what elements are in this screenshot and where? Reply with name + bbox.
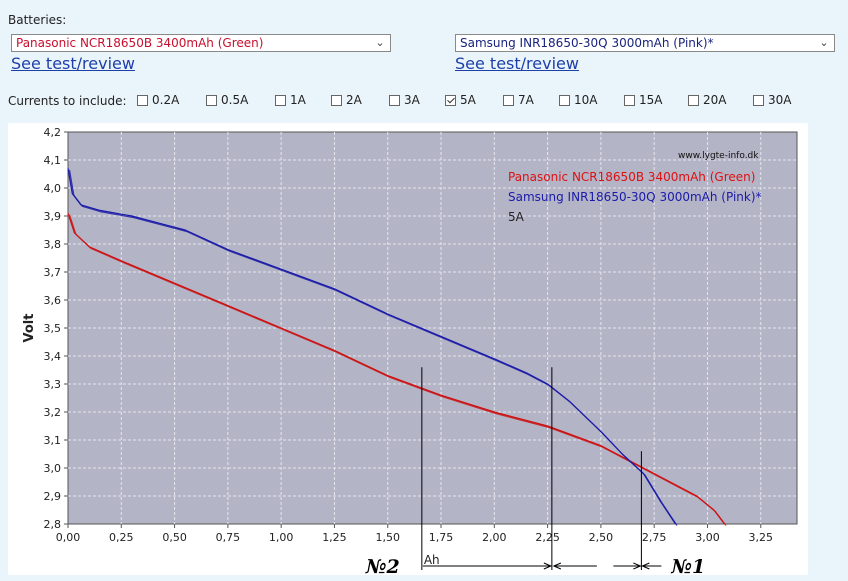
x-tick-label: 2,00: [482, 531, 507, 544]
see-review-link-right[interactable]: See test/review: [455, 54, 579, 73]
y-tick-label: 4,0: [44, 182, 62, 195]
current-label: 7A: [518, 93, 534, 107]
current-label: 0.2A: [152, 93, 180, 107]
current-checkbox-10a[interactable]: 10A: [559, 93, 597, 107]
y-tick-label: 3,9: [44, 210, 62, 223]
chevron-down-icon: ⌄: [375, 36, 385, 49]
current-checkbox-7a[interactable]: 7A: [503, 93, 534, 107]
series-line-0-shadow: [68, 214, 727, 526]
y-tick-label: 4,2: [44, 126, 62, 139]
checkbox-icon[interactable]: [137, 94, 148, 106]
series-line-0: [67, 213, 725, 525]
current-checkbox-3a[interactable]: 3A: [389, 93, 420, 107]
chart-svg: 0,00 0,25 0,50 0,75 1,00 1,25 1,50 1,75 2,00 2,25…: [22, 126, 798, 575]
current-label: 1A: [290, 93, 306, 107]
x-tick-label: 3,25: [749, 531, 774, 544]
currents-label: Currents to include:: [8, 94, 127, 108]
y-tick-label: 3,0: [44, 462, 62, 475]
x-tick-label: 2,25: [535, 531, 560, 544]
battery-left-select[interactable]: Panasonic NCR18650B 3400mAh (Green) ⌄: [11, 34, 391, 52]
x-tick-label: 0,50: [162, 531, 187, 544]
checkbox-icon[interactable]: [503, 94, 514, 106]
current-label: 3A: [404, 93, 420, 107]
annotation-no2: №2: [365, 556, 400, 575]
chevron-down-icon: ⌄: [819, 36, 829, 49]
annotation-no1: №1: [670, 556, 705, 575]
checkbox-icon[interactable]: [389, 94, 400, 106]
checkbox-icon[interactable]: [559, 94, 570, 106]
current-label: 30A: [768, 93, 792, 107]
y-tick-label: 2,9: [44, 490, 62, 503]
series-line-1-shadow: [68, 169, 678, 526]
checkbox-icon[interactable]: [331, 94, 342, 106]
arrow-no2-right-head: [543, 562, 553, 570]
current-label: 10A: [574, 93, 598, 107]
y-tick-label: 3,2: [44, 406, 62, 419]
battery-right-value: Samsung INR18650-30Q 3000mAh (Pink)*: [460, 36, 714, 50]
x-tick-label: 1,25: [322, 531, 347, 544]
x-tick-label: 0,00: [56, 531, 81, 544]
checkbox-checked-icon[interactable]: [445, 94, 456, 106]
y-tick-label: 3,1: [44, 434, 62, 447]
y-tick-label: 3,4: [44, 350, 62, 363]
legend-entry: Samsung INR18650-30Q 3000mAh (Pink)*: [508, 190, 762, 204]
current-checkbox-15a[interactable]: 15A: [624, 93, 662, 107]
y-tick-label: 3,5: [44, 322, 62, 335]
watermark: www.lygte-info.dk: [678, 151, 759, 161]
x-tick-label: 2,50: [589, 531, 614, 544]
x-tick-label: 1,00: [269, 531, 294, 544]
x-tick-label: 0,25: [109, 531, 134, 544]
current-checkbox-1a[interactable]: 1A: [275, 93, 306, 107]
checkbox-icon[interactable]: [275, 94, 286, 106]
y-axis-label: Volt: [22, 314, 37, 343]
battery-right-select[interactable]: Samsung INR18650-30Q 3000mAh (Pink)* ⌄: [455, 34, 835, 52]
y-tick-label: 3,3: [44, 378, 62, 391]
arrow-no2-left-head: [552, 562, 562, 570]
x-tick-label: 0,75: [216, 531, 241, 544]
current-checkbox-0-2a[interactable]: 0.2A: [137, 93, 179, 107]
checkbox-icon[interactable]: [206, 94, 217, 106]
current-label: 5A: [460, 93, 476, 107]
x-tick-label: 2,75: [642, 531, 667, 544]
current-checkbox-2a[interactable]: 2A: [331, 93, 362, 107]
discharge-chart: 0,00 0,25 0,50 0,75 1,00 1,25 1,50 1,75 2,00 2,25…: [8, 123, 808, 575]
see-review-link-left[interactable]: See test/review: [11, 54, 135, 73]
checkbox-icon[interactable]: [624, 94, 635, 106]
y-tick-label: 3,8: [44, 238, 62, 251]
arrow-no1-right-head: [633, 562, 642, 570]
current-checkbox-30a[interactable]: 30A: [753, 93, 791, 107]
y-tick-label: 4,1: [44, 154, 62, 167]
current-label: 0.5A: [221, 93, 249, 107]
y-tick-label: 2,8: [44, 518, 62, 531]
y-tick-label: 3,7: [44, 266, 62, 279]
x-axis-label: Ah: [424, 553, 440, 567]
current-checkbox-20a[interactable]: 20A: [688, 93, 726, 107]
x-tick-label: 3,00: [695, 531, 720, 544]
current-checkbox-5a[interactable]: 5A: [445, 93, 476, 107]
current-label: 15A: [639, 93, 663, 107]
batteries-label: Batteries:: [8, 13, 67, 27]
checkbox-icon[interactable]: [688, 94, 699, 106]
x-tick-label: 1,75: [429, 531, 454, 544]
battery-left-value: Panasonic NCR18650B 3400mAh (Green): [16, 36, 264, 50]
legend-entry: Panasonic NCR18650B 3400mAh (Green): [508, 170, 755, 184]
x-tick-label: 1,50: [375, 531, 400, 544]
legend-entry: 5A: [508, 210, 525, 224]
y-tick-label: 3,6: [44, 294, 62, 307]
current-label: 20A: [703, 93, 727, 107]
current-checkbox-0-5a[interactable]: 0.5A: [206, 93, 248, 107]
arrow-no1-left-head: [641, 562, 650, 570]
checkbox-icon[interactable]: [753, 94, 764, 106]
current-label: 2A: [346, 93, 362, 107]
